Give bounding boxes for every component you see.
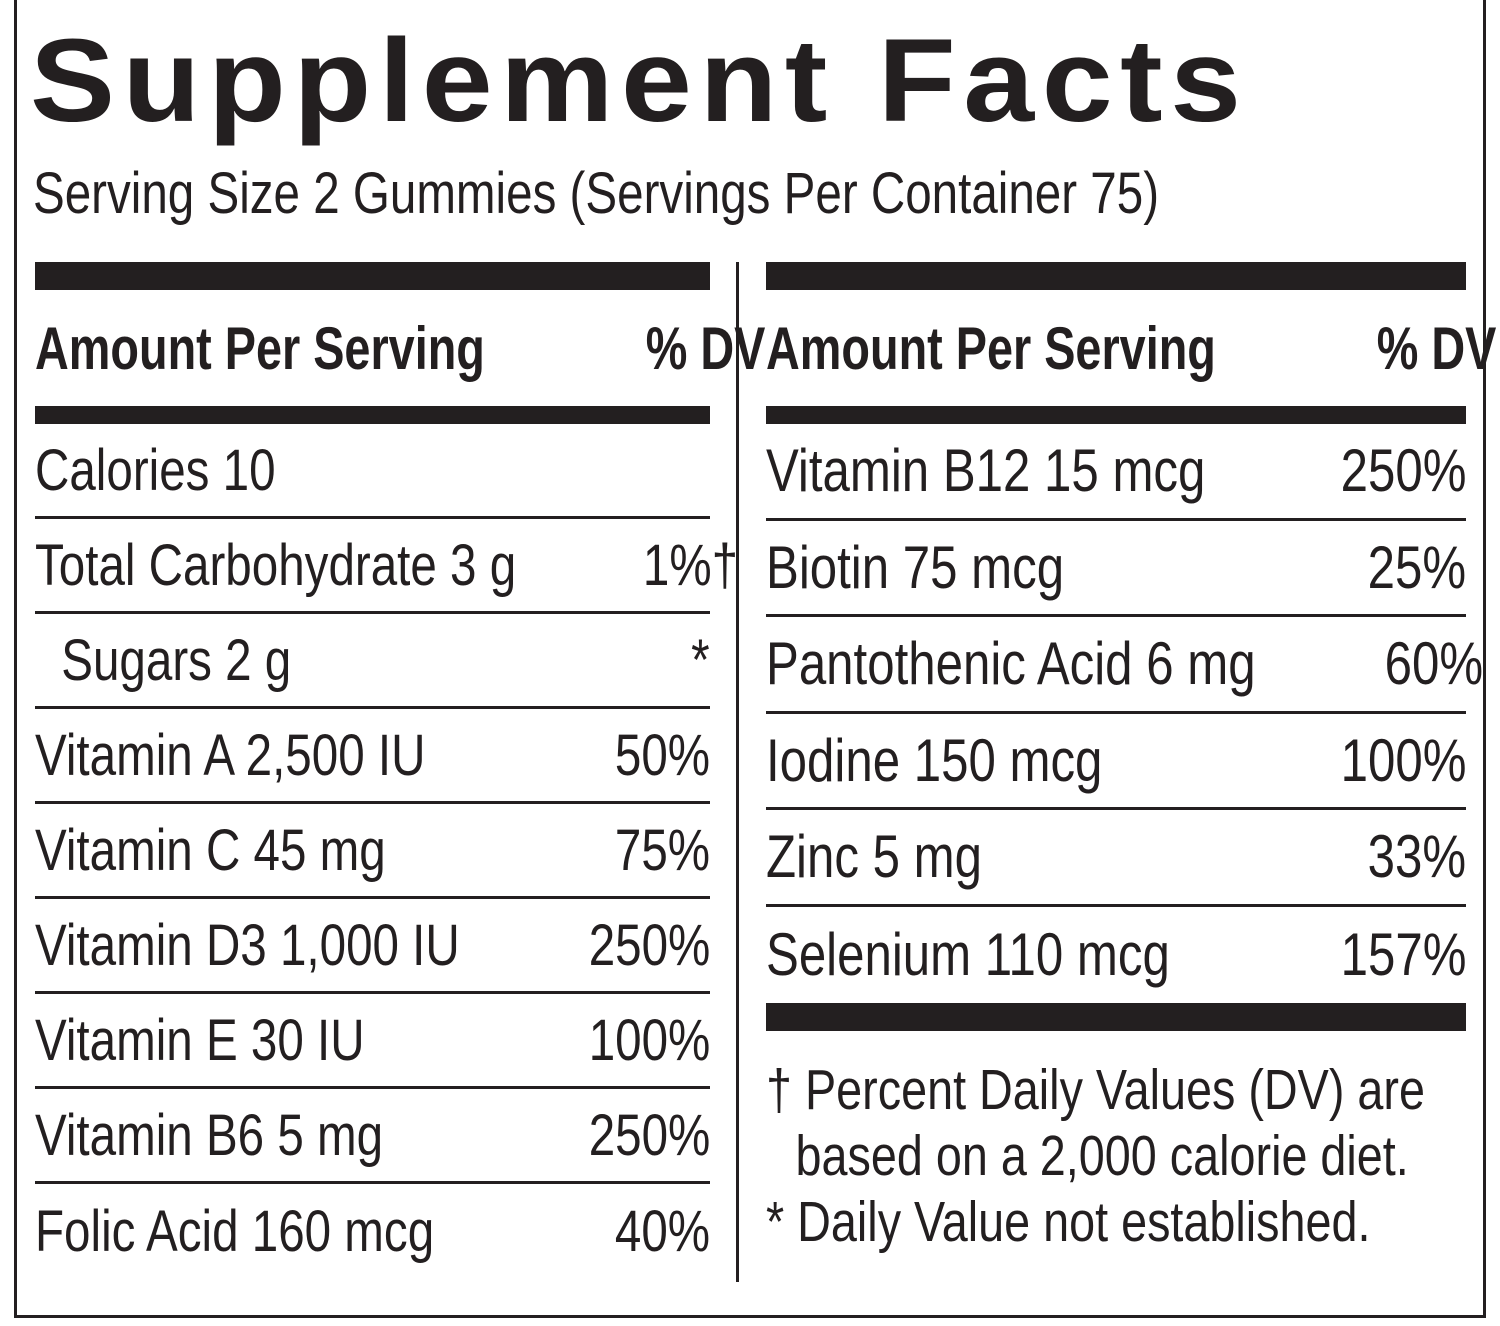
nutrient-row: Folic Acid 160 mcg 40% xyxy=(35,1184,710,1279)
nutrient-row: Iodine 150 mcg 100% xyxy=(766,714,1466,810)
nutrient-row: Zinc 5 mg 33% xyxy=(766,810,1466,907)
column-divider xyxy=(736,262,739,1282)
thick-rule xyxy=(766,1003,1466,1031)
nutrient-dv: 25% xyxy=(1367,533,1466,601)
footnote-not-established: * Daily Value not established. xyxy=(766,1190,1371,1254)
nutrient-row: Vitamin C 45 mg 75% xyxy=(35,804,710,899)
dv-header: % DV xyxy=(1376,314,1497,382)
right-rows: Vitamin B12 15 mcg 250% Biotin 75 mcg 25% … xyxy=(766,424,1483,1004)
nutrient-row: Vitamin E 30 IU 100% xyxy=(35,994,710,1089)
nutrient-name: Sugars 2 g xyxy=(61,627,292,693)
thick-rule xyxy=(766,262,1466,290)
dv-header: % DV xyxy=(645,314,766,382)
nutrient-dv: 60% xyxy=(1384,630,1484,698)
nutrient-row: Total Carbohydrate 3 g 1%† xyxy=(35,519,738,614)
nutrient-name: Vitamin C 45 mg xyxy=(35,817,386,883)
nutrient-name: Total Carbohydrate 3 g xyxy=(35,532,517,598)
nutrient-dv: 40% xyxy=(614,1199,710,1264)
nutrient-dv: 250% xyxy=(1340,437,1466,505)
amount-per-serving-header: Amount Per Serving xyxy=(35,314,485,382)
nutrient-row: Biotin 75 mcg 25% xyxy=(766,521,1466,617)
nutrient-row: Sugars 2 g * xyxy=(35,614,710,709)
nutrient-dv: * xyxy=(691,627,710,693)
nutrient-dv: 75% xyxy=(614,817,710,883)
footnote-dv-cont: based on a 2,000 calorie diet. xyxy=(795,1124,1409,1188)
nutrient-row: Calories 10 xyxy=(35,424,710,519)
right-header: Amount Per Serving % DV xyxy=(766,290,1496,406)
nutrient-dv: 1%† xyxy=(642,532,738,598)
nutrient-dv: 50% xyxy=(614,722,710,788)
label-title: Supplement Facts xyxy=(30,15,1249,147)
nutrient-dv: 157% xyxy=(1340,921,1466,989)
nutrient-dv: 33% xyxy=(1367,823,1466,891)
nutrient-name: Iodine 150 mcg xyxy=(766,726,1103,794)
label-frame xyxy=(14,0,1486,1318)
nutrient-row: Vitamin B12 15 mcg 250% xyxy=(766,424,1466,521)
left-header: Amount Per Serving % DV xyxy=(35,290,765,406)
nutrient-name: Vitamin E 30 IU xyxy=(35,1007,365,1073)
amount-per-serving-header: Amount Per Serving xyxy=(766,314,1216,382)
nutrient-row: Selenium 110 mcg 157% xyxy=(766,907,1466,1004)
serving-info: Serving Size 2 Gummies (Servings Per Con… xyxy=(33,161,1160,226)
nutrient-row: Vitamin D3 1,000 IU 250% xyxy=(35,899,710,994)
nutrient-name: Vitamin B6 5 mg xyxy=(35,1102,384,1168)
nutrient-row: Vitamin B6 5 mg 250% xyxy=(35,1089,710,1184)
left-column: Amount Per Serving % DV Calories 10 Tota… xyxy=(35,262,765,1279)
nutrient-dv: 100% xyxy=(1340,726,1466,794)
nutrient-row: Pantothenic Acid 6 mg 60% xyxy=(766,617,1483,714)
footnote-dv: † Percent Daily Values (DV) are xyxy=(766,1058,1425,1122)
nutrient-dv: 250% xyxy=(588,1102,710,1168)
nutrient-name: Pantothenic Acid 6 mg xyxy=(766,630,1256,698)
nutrient-name: Vitamin A 2,500 IU xyxy=(35,722,426,788)
footnotes: † Percent Daily Values (DV) are based on… xyxy=(766,1057,1466,1255)
medium-rule xyxy=(35,406,710,424)
nutrient-name: Biotin 75 mcg xyxy=(766,533,1065,601)
thick-rule xyxy=(35,262,710,290)
left-rows: Calories 10 Total Carbohydrate 3 g 1%† Su… xyxy=(35,424,738,1279)
nutrient-name: Zinc 5 mg xyxy=(766,823,983,891)
nutrient-dv: 100% xyxy=(588,1007,710,1073)
nutrient-row: Vitamin A 2,500 IU 50% xyxy=(35,709,710,804)
medium-rule xyxy=(766,406,1466,424)
nutrient-name: Vitamin B12 15 mcg xyxy=(766,437,1206,505)
nutrient-name: Selenium 110 mcg xyxy=(766,921,1170,989)
nutrient-name: Calories 10 xyxy=(35,437,276,503)
nutrient-name: Vitamin D3 1,000 IU xyxy=(35,912,460,978)
nutrient-name: Folic Acid 160 mcg xyxy=(35,1199,435,1264)
right-column: Amount Per Serving % DV Vitamin B12 15 m… xyxy=(766,262,1496,1255)
nutrient-dv: 250% xyxy=(588,912,710,978)
